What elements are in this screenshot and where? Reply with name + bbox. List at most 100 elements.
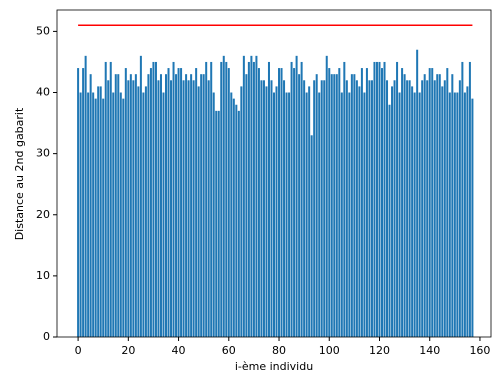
bar xyxy=(408,80,411,337)
bar xyxy=(109,61,112,337)
bar xyxy=(358,86,361,337)
bar xyxy=(164,74,168,338)
bar xyxy=(79,92,82,338)
bar xyxy=(471,98,474,338)
bar xyxy=(257,68,260,337)
bar xyxy=(230,92,233,338)
bar xyxy=(305,92,308,338)
bar xyxy=(338,68,341,337)
bar xyxy=(333,74,336,338)
bar xyxy=(348,92,351,338)
bar xyxy=(403,74,406,338)
bar xyxy=(290,61,293,337)
bar xyxy=(235,104,238,338)
bar xyxy=(466,86,469,337)
bar xyxy=(122,98,125,338)
bar xyxy=(406,80,409,337)
bar xyxy=(172,61,175,337)
bar xyxy=(157,80,160,337)
bar xyxy=(386,80,389,337)
bar xyxy=(260,80,263,337)
bar xyxy=(220,61,223,337)
bar xyxy=(370,80,373,337)
bar xyxy=(272,92,276,338)
bar xyxy=(383,61,386,337)
bar xyxy=(468,61,471,337)
y-tick-label: 50 xyxy=(36,24,50,37)
bar xyxy=(391,86,394,337)
bar xyxy=(255,55,258,337)
bar xyxy=(265,86,268,337)
bar xyxy=(293,68,296,337)
bar xyxy=(413,92,416,338)
bar xyxy=(162,92,165,338)
bar xyxy=(200,74,203,338)
bar xyxy=(458,80,461,337)
bar xyxy=(240,86,243,337)
bar xyxy=(124,68,127,337)
bar xyxy=(99,86,102,337)
bar xyxy=(205,61,208,337)
bar xyxy=(170,80,173,337)
bar xyxy=(245,74,248,338)
bar xyxy=(431,68,434,337)
bar xyxy=(197,86,200,337)
bar xyxy=(82,68,85,337)
x-tick-label: 60 xyxy=(222,344,236,357)
bar xyxy=(159,74,162,338)
bar xyxy=(139,55,142,337)
x-tick-label: 0 xyxy=(75,344,82,357)
bar xyxy=(343,61,346,337)
bar xyxy=(433,80,436,337)
bar xyxy=(152,61,155,337)
bar xyxy=(353,74,356,338)
bar xyxy=(252,61,255,337)
bar xyxy=(149,68,152,337)
bar xyxy=(320,80,323,337)
bar xyxy=(175,74,178,338)
y-tick-label: 20 xyxy=(36,208,50,221)
bar xyxy=(107,80,110,337)
bar xyxy=(134,74,137,338)
y-tick-label: 40 xyxy=(36,86,50,99)
bar xyxy=(207,80,210,337)
bar xyxy=(288,92,291,338)
bar xyxy=(285,92,288,338)
bar xyxy=(283,80,286,337)
bar xyxy=(187,80,190,337)
y-tick-label: 30 xyxy=(36,147,50,160)
bar xyxy=(212,92,215,338)
bar xyxy=(192,80,195,337)
bar xyxy=(144,86,147,337)
bar xyxy=(237,110,240,337)
bar xyxy=(127,80,130,337)
y-axis-label: Distance au 2nd gabarit xyxy=(13,107,26,240)
bar xyxy=(441,86,444,337)
bar xyxy=(448,92,451,338)
bar xyxy=(313,80,316,337)
bar xyxy=(340,92,343,338)
bar xyxy=(423,74,426,338)
bar xyxy=(89,74,92,338)
bar xyxy=(368,80,371,337)
bar xyxy=(373,61,376,337)
bar xyxy=(310,135,313,337)
bar xyxy=(154,61,157,337)
bar xyxy=(132,80,135,337)
bar xyxy=(446,68,449,337)
bar xyxy=(303,80,306,337)
bar xyxy=(102,98,105,338)
bar xyxy=(295,55,298,337)
bar xyxy=(378,61,381,337)
bar xyxy=(308,86,311,337)
x-tick-label: 100 xyxy=(319,344,340,357)
x-tick-label: 40 xyxy=(172,344,186,357)
bar xyxy=(360,68,363,337)
bar xyxy=(217,110,220,337)
y-tick-label: 10 xyxy=(36,269,50,282)
bar xyxy=(463,92,466,338)
bar xyxy=(451,74,454,338)
bar xyxy=(247,61,250,337)
bar xyxy=(393,80,396,337)
bar xyxy=(330,74,333,338)
